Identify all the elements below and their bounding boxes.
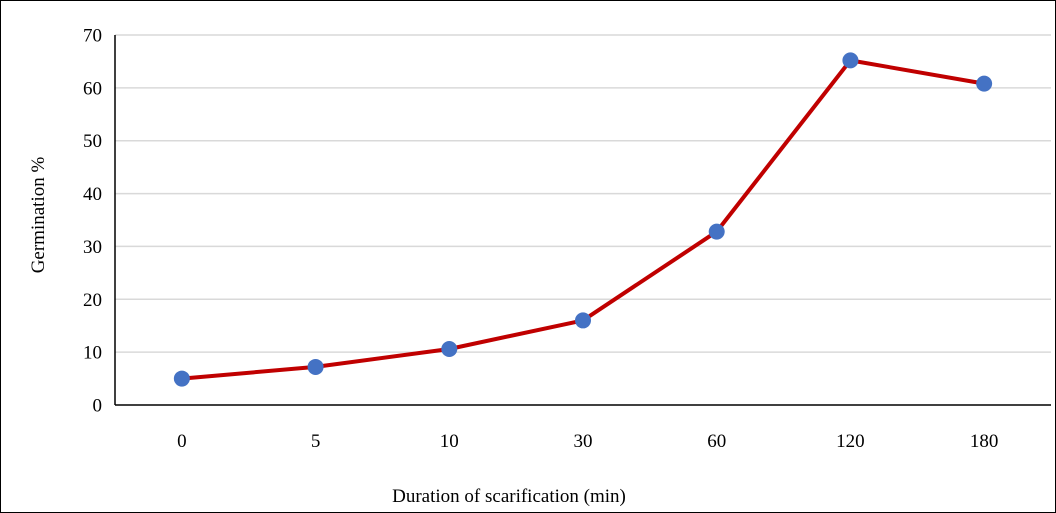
data-point bbox=[173, 370, 190, 387]
y-axis-title: Germination % bbox=[28, 157, 49, 274]
data-point bbox=[842, 52, 859, 69]
x-tick-label: 180 bbox=[970, 431, 999, 452]
x-axis-title: Duration of scarification (min) bbox=[392, 486, 626, 507]
data-point bbox=[575, 312, 591, 329]
y-tick-label: 20 bbox=[83, 290, 102, 311]
y-tick-label: 70 bbox=[83, 26, 102, 47]
x-tick-label: 5 bbox=[311, 431, 321, 452]
y-tick-label: 30 bbox=[83, 237, 102, 258]
x-axis-ticks: 0 5 10 30 60 120 180 bbox=[177, 431, 998, 452]
data-point bbox=[708, 223, 725, 240]
data-point bbox=[441, 340, 458, 357]
y-tick-label: 10 bbox=[83, 343, 102, 364]
y-tick-label: 50 bbox=[83, 131, 102, 152]
axes bbox=[114, 35, 1051, 406]
data-point bbox=[307, 358, 324, 375]
x-tick-label: 30 bbox=[574, 431, 593, 452]
x-tick-label: 60 bbox=[707, 431, 726, 452]
y-tick-label: 0 bbox=[93, 396, 103, 417]
gridlines bbox=[115, 34, 1051, 353]
data-point bbox=[976, 75, 993, 92]
x-tick-label: 120 bbox=[836, 431, 865, 452]
series-layer bbox=[173, 52, 993, 387]
y-tick-label: 60 bbox=[83, 78, 102, 99]
y-axis-ticks: 0 10 20 30 40 50 60 70 bbox=[83, 26, 102, 417]
y-tick-label: 40 bbox=[83, 184, 102, 205]
series-line bbox=[179, 58, 987, 381]
x-tick-label: 10 bbox=[440, 431, 459, 452]
x-tick-label: 0 bbox=[177, 431, 187, 452]
